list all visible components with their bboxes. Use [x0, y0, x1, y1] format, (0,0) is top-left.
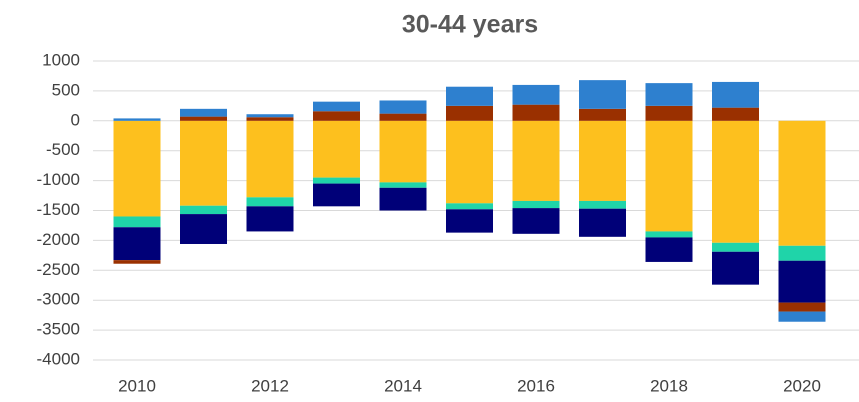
- bar-segment: [246, 114, 294, 118]
- bar-segment: [113, 260, 161, 264]
- bar-segment: [379, 120, 427, 183]
- x-tick-label: 2014: [384, 376, 422, 395]
- bar-segment: [446, 120, 493, 204]
- bar-segment: [113, 216, 161, 228]
- bar-segment: [712, 251, 759, 285]
- bar-segment: [778, 245, 826, 261]
- x-tick-label: 2020: [783, 376, 821, 395]
- bar-segment: [778, 302, 826, 312]
- bar-segment: [379, 182, 427, 188]
- bar-segment: [113, 120, 161, 217]
- bar-segment: [246, 120, 294, 198]
- bar-segment: [180, 120, 227, 206]
- bar-segment: [512, 104, 560, 121]
- bar-segment: [778, 120, 826, 246]
- bar-segment: [180, 205, 227, 215]
- bar-segment: [645, 105, 693, 121]
- x-tick-label: 2012: [251, 376, 289, 395]
- x-tick-label: 2018: [650, 376, 688, 395]
- y-tick-label: -3500: [37, 320, 80, 339]
- y-tick-label: -1500: [37, 200, 80, 219]
- bar-segment: [313, 101, 360, 112]
- bar-segment: [313, 120, 360, 178]
- bar-segment: [579, 208, 626, 237]
- bar-segment: [379, 113, 427, 121]
- y-tick-label: -500: [46, 140, 80, 159]
- bar-segment: [712, 242, 759, 252]
- bar-segment: [246, 117, 294, 121]
- bar-segment: [379, 100, 427, 114]
- y-tick-label: 0: [71, 110, 80, 129]
- bar-segment: [645, 83, 693, 106]
- bar-segment: [645, 237, 693, 262]
- bar-segment: [446, 86, 493, 106]
- bar-segment: [313, 183, 360, 207]
- bar-segment: [778, 260, 826, 303]
- bar-segment: [645, 231, 693, 238]
- y-tick-label: -2000: [37, 230, 80, 249]
- bar-segment: [512, 84, 560, 105]
- y-tick-label: 500: [52, 80, 80, 99]
- bar-segment: [579, 108, 626, 121]
- x-tick-label: 2010: [118, 376, 156, 395]
- bar-segment: [512, 208, 560, 234]
- y-tick-label: -2500: [37, 260, 80, 279]
- bar-segment: [313, 177, 360, 184]
- bar-segment: [778, 311, 826, 322]
- bar-segment: [712, 81, 759, 108]
- bar-segment: [446, 105, 493, 121]
- bar-segment: [446, 203, 493, 210]
- y-tick-label: -4000: [37, 349, 80, 368]
- bar-segment: [645, 120, 693, 232]
- x-tick-label: 2016: [517, 376, 555, 395]
- bar-segment: [180, 116, 227, 121]
- bar-segment: [712, 120, 759, 243]
- bar-segment: [512, 120, 560, 201]
- bar-segment: [446, 209, 493, 233]
- bar-segment: [379, 187, 427, 211]
- bar-segment: [246, 197, 294, 207]
- y-tick-label: -3000: [37, 290, 80, 309]
- y-tick-label: 1000: [42, 50, 80, 69]
- bar-segment: [246, 206, 294, 232]
- bar-segment: [512, 200, 560, 209]
- bar-segment: [579, 120, 626, 201]
- bar-segment: [579, 200, 626, 209]
- bar-segment: [712, 107, 759, 121]
- bar-segment: [180, 214, 227, 244]
- bar-segment: [579, 80, 626, 109]
- bar-segment: [113, 227, 161, 261]
- bar-segment: [180, 108, 227, 117]
- bar-segment: [113, 118, 161, 121]
- chart-title: 30-44 years: [402, 11, 538, 39]
- y-tick-label: -1000: [37, 170, 80, 189]
- bar-segment: [313, 111, 360, 121]
